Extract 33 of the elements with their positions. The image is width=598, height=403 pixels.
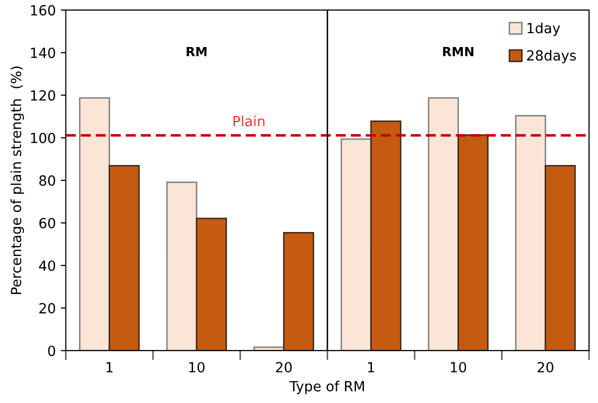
bar [428, 97, 459, 351]
x-tick-label: 10 [189, 362, 205, 372]
bar [515, 114, 546, 351]
y-tick-label: 140 [31, 48, 56, 58]
bar [108, 164, 140, 351]
bar [370, 120, 402, 351]
bar [544, 164, 576, 351]
x-tick-label: 10 [450, 362, 466, 372]
x-tick-label: 20 [276, 362, 292, 372]
y-tick-label: 40 [39, 260, 56, 271]
ref-line-label: Plain [234, 116, 264, 126]
x-tick-label: 1 [106, 362, 113, 372]
y-tick-label: 80 [39, 175, 56, 186]
y-axis-title: Percentage of plain strength (%) [10, 66, 24, 294]
y-tick-label: 60 [39, 218, 56, 228]
bar [79, 97, 110, 351]
y-tick-label: 0 [48, 346, 56, 356]
bar [458, 134, 489, 351]
bar [283, 232, 314, 351]
y-tick-label: 120 [31, 90, 56, 101]
annotation: RMN [443, 46, 474, 56]
legend-label: 1day [528, 22, 560, 36]
bar [166, 182, 198, 351]
x-tick-label: 20 [538, 362, 554, 372]
y-tick-label: 100 [31, 132, 56, 144]
annotation: RM [186, 46, 206, 56]
y-tick-label: 160 [31, 5, 56, 16]
y-tick-label: 20 [39, 303, 56, 314]
bar [340, 138, 372, 351]
x-axis-title: Type of RM [289, 380, 364, 394]
bar [196, 218, 227, 351]
x-tick-label: 1 [368, 362, 374, 372]
legend-label: 28days [527, 50, 576, 64]
